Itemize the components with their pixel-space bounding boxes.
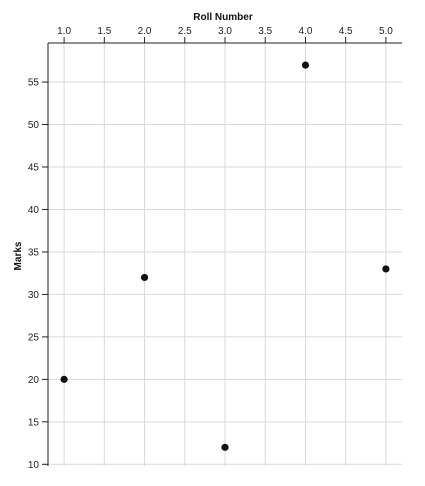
y-tick-label: 25 (28, 332, 40, 343)
y-tick-label: 55 (28, 78, 40, 89)
y-axis-ticks: 10 15 20 25 30 35 40 45 50 55 (28, 78, 48, 471)
x-tick-label: 3.0 (218, 26, 232, 37)
data-point (301, 61, 310, 69)
y-tick-label: 50 (28, 120, 40, 131)
y-tick-label: 40 (28, 205, 40, 216)
y-axis-title: Marks (13, 241, 24, 270)
x-tick-label: 2.0 (138, 26, 152, 37)
y-tick-label: 20 (28, 375, 40, 386)
x-tick-label: 5.0 (379, 26, 393, 37)
x-tick-label: 3.5 (258, 26, 272, 37)
x-axis-ticks: 1.0 1.5 2.0 2.5 3.0 3.5 4.0 4.5 5.0 (57, 26, 393, 43)
grid (48, 43, 402, 466)
y-tick-label: 35 (28, 247, 40, 258)
data-point (221, 443, 229, 451)
x-tick-label: 1.0 (57, 26, 71, 37)
x-tick-label: 1.5 (97, 26, 111, 37)
y-tick-label: 10 (28, 460, 40, 471)
data-points (60, 61, 390, 451)
x-tick-label: 4.0 (299, 26, 313, 37)
y-tick-label: 15 (28, 417, 40, 428)
x-tick-label: 4.5 (339, 26, 353, 37)
x-axis-title: Roll Number (193, 12, 253, 23)
x-tick-label: 2.5 (178, 26, 192, 37)
data-point (382, 265, 390, 273)
data-point (60, 375, 68, 383)
y-tick-label: 45 (28, 163, 40, 174)
y-tick-label: 30 (28, 290, 40, 301)
data-point (140, 273, 149, 282)
